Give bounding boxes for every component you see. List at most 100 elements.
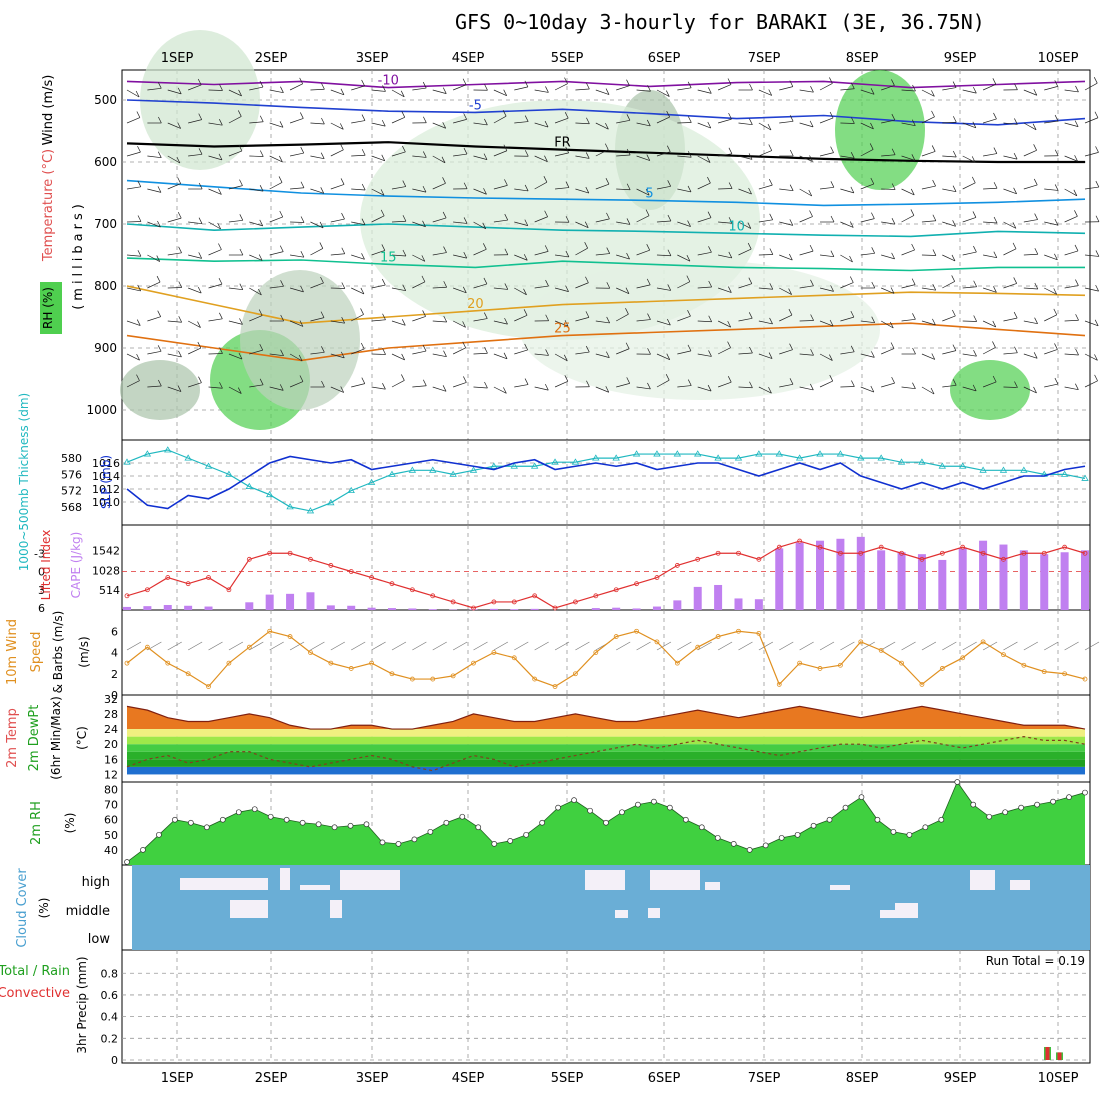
wind-barb-flag (422, 220, 426, 227)
wind-barb-flag (1095, 215, 1100, 222)
surface-wind-barb (799, 641, 814, 651)
cloud-high-1 (280, 868, 290, 890)
wind-barb-flag (523, 288, 527, 295)
wind-barb (636, 89, 651, 92)
wind-barb (779, 314, 793, 322)
wind-barb-flag (849, 276, 854, 283)
wind-barb (371, 386, 386, 390)
wind-barb (860, 183, 874, 190)
wind-barb-flag (1032, 123, 1037, 130)
wind-barb-flag (136, 353, 140, 361)
cloud-middle-0 (230, 900, 268, 918)
wind-barb-flag (1095, 146, 1099, 153)
date-label-top-4: 5SEP (551, 51, 584, 66)
wind-barb-flag (400, 90, 405, 97)
wind-barb-flag (809, 155, 813, 162)
rh2m-point (283, 816, 290, 823)
lifted-index-point (124, 593, 130, 599)
wind-barb (290, 254, 304, 258)
wind-barb-flag (708, 246, 712, 253)
wind-barb (840, 88, 855, 91)
wind-barb (718, 153, 732, 157)
wind-barb (595, 218, 610, 223)
pressure-tick-0: 500 (94, 93, 117, 107)
rh2m-point (714, 834, 721, 841)
wind-barb (636, 319, 651, 322)
temp-tick-2: 20 (104, 738, 118, 751)
wind-barb (636, 284, 651, 289)
wind-barb-flag (889, 321, 894, 329)
wind-barb (1044, 349, 1058, 355)
thickness-line (126, 449, 1086, 512)
cape-axis-label: CAPE (J/kg) (69, 532, 83, 599)
wind-speed-point (328, 660, 334, 666)
wind-barb (391, 116, 405, 124)
wind-barb-flag (687, 151, 692, 158)
wind-barb (554, 254, 569, 258)
wind-barb-flag (135, 90, 140, 98)
wind-barb-flag (1014, 381, 1018, 388)
thickness-point (612, 454, 620, 461)
wind-barb-flag (157, 345, 162, 352)
wind-barb-flag (178, 316, 183, 323)
wind-barb-flag (503, 89, 507, 96)
rh2m-point (922, 824, 929, 831)
rh2m-point (1002, 809, 1009, 816)
wind-barb-flag (605, 178, 610, 185)
wind-barb (167, 353, 182, 358)
wind-barb (167, 155, 181, 164)
wind-barb-flag (524, 80, 529, 88)
wind-barb (1064, 319, 1079, 322)
wind-barb-flag (951, 275, 955, 282)
wind-barb-flag (380, 189, 385, 196)
wind-barb-flag (401, 111, 406, 118)
wind-barb (1023, 353, 1038, 359)
wind-barb (779, 188, 794, 192)
rh2m-point (571, 797, 577, 803)
cape-bar (123, 606, 131, 610)
lifted-index-point (206, 575, 211, 580)
wind-barb (412, 188, 427, 193)
thickness-point (530, 462, 539, 469)
cape-bar (673, 600, 682, 610)
pressure-tick-5: 1000 (86, 403, 117, 417)
wind-barb-flag (1073, 189, 1078, 196)
wind-barb (493, 219, 508, 223)
wind-barb-flag (218, 188, 222, 195)
wind-barb-flag (830, 285, 834, 292)
wind-barb (860, 386, 874, 393)
wind-barb-flag (992, 375, 997, 383)
wind-barb (942, 384, 957, 388)
wind-barb-flag (319, 242, 324, 249)
isotherm-20 (126, 285, 1086, 325)
wind-barb-flag (1033, 89, 1038, 96)
wind-barb-flag (300, 181, 305, 188)
wind-speed-point (246, 644, 252, 650)
wind-barb-flag (565, 146, 569, 154)
wind-barb-flag (789, 115, 794, 122)
rh2m-point (539, 819, 545, 826)
slp-line (126, 455, 1086, 510)
wind-barb-flag (830, 181, 835, 188)
wind-barb-flag (341, 282, 346, 289)
rh2m-point (219, 816, 226, 823)
wind-barb-flag (218, 153, 223, 161)
wind-barb-flag (932, 249, 937, 256)
cloud-high-9 (1010, 880, 1030, 890)
wind-barb-flag (321, 346, 325, 353)
wind-barb-flag (667, 180, 672, 187)
wind-barb-flag (299, 375, 304, 382)
surface-wind-barb (391, 641, 407, 651)
wind-barb-flag (339, 123, 344, 130)
thickness-point (225, 470, 233, 477)
wind-barb-flag (502, 110, 507, 117)
cape-bar (734, 598, 743, 610)
surface-wind-barb (208, 641, 223, 651)
surface-wind-barb (554, 641, 570, 651)
wind-barb (1023, 287, 1038, 290)
wind-barb-flag (503, 387, 507, 394)
wind-barb-flag (1074, 210, 1078, 217)
wind-barb-flag (218, 277, 223, 285)
thickness-point (551, 458, 559, 465)
wind-barb-flag (564, 320, 569, 327)
